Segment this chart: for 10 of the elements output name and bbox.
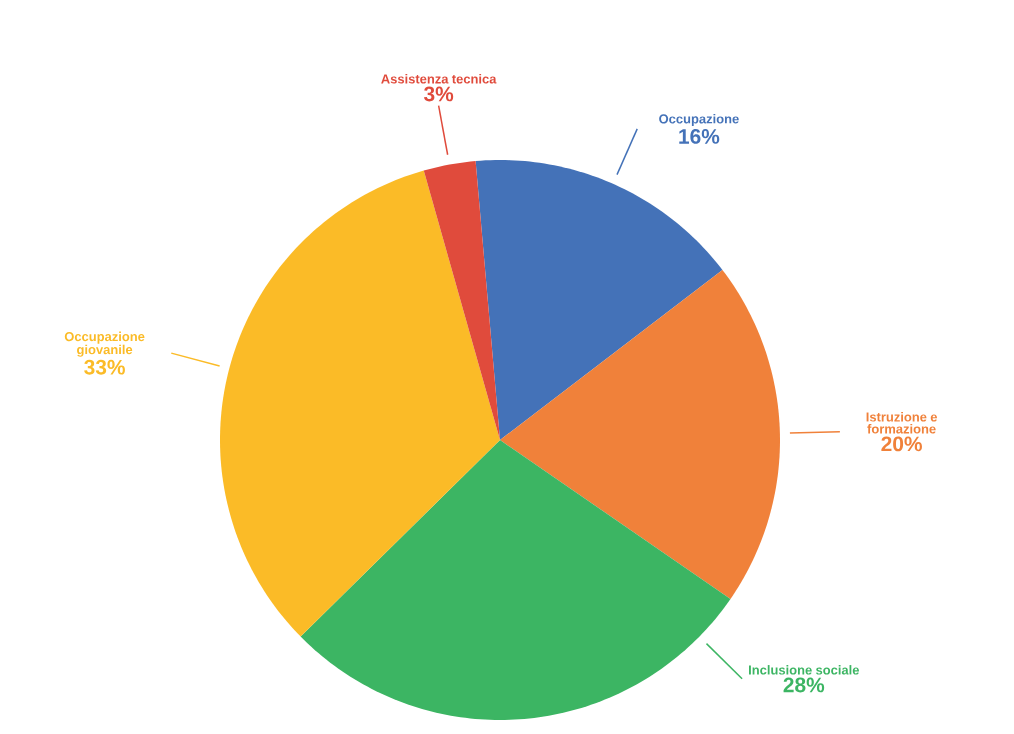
data-label: 3% xyxy=(423,86,454,102)
slice-label: Occupazione giovanile xyxy=(64,331,145,357)
data-label: 33% xyxy=(84,359,125,375)
slice-label: Assistenza tecnica xyxy=(381,74,497,84)
data-label: 16% xyxy=(679,129,720,144)
slice-label: Istruzione e formazione xyxy=(866,412,938,434)
data-label: 20% xyxy=(881,436,922,452)
slice-label: Occupazione xyxy=(659,113,739,127)
data-label: 28% xyxy=(783,677,825,693)
slice-label: Inclusione sociale xyxy=(749,665,859,675)
